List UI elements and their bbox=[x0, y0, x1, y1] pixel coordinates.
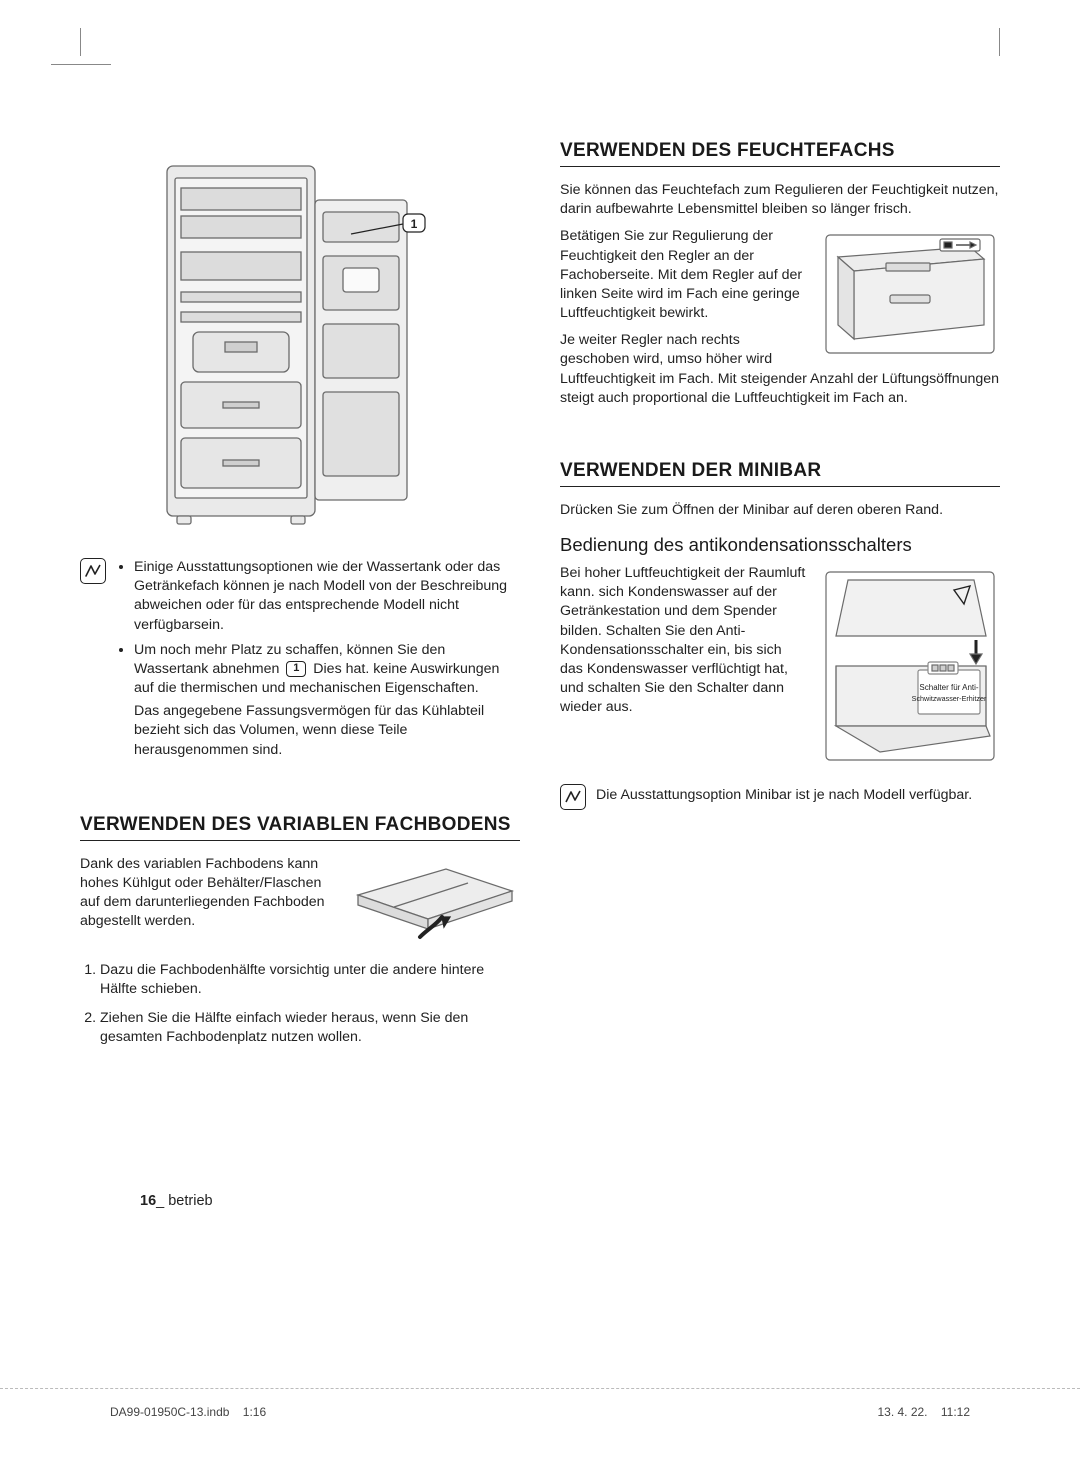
left-column: 1 Einige Ausstattungsoptionen wie der Wa… bbox=[80, 140, 526, 1057]
print-metadata: DA99-01950C-13.indb 1:16 13. 4. 22. 11:1… bbox=[0, 1388, 1080, 1419]
print-time: 11:12 bbox=[941, 1405, 970, 1419]
print-sheet: 1:16 bbox=[243, 1405, 266, 1419]
minibar-para: Drücken Sie zum Öffnen der Minibar auf d… bbox=[560, 501, 1000, 520]
two-column-layout: 1 Einige Ausstattungsoptionen wie der Wa… bbox=[80, 140, 1000, 1057]
note-text: Das angegebene Fassungsvermögen für das … bbox=[134, 702, 520, 760]
shelf-illustration bbox=[350, 855, 520, 949]
page-footer: 16_ betrieb bbox=[140, 1193, 213, 1209]
switch-label: Schalter für Anti- bbox=[919, 683, 978, 692]
callout-1: 1 bbox=[411, 217, 418, 231]
note-block: Die Ausstattungsoption Minibar ist je na… bbox=[560, 784, 1000, 810]
note-block: Einige Ausstattungsoptionen wie der Wass… bbox=[80, 558, 520, 766]
step-item: Ziehen Sie die Hälfte einfach wieder her… bbox=[100, 1009, 520, 1047]
shelf-intro-text: Dank des variablen Fachbodens kann hohes… bbox=[80, 855, 332, 932]
note-list: Einige Ausstattungsoptionen wie der Wass… bbox=[116, 558, 520, 766]
print-file: DA99-01950C-13.indb bbox=[110, 1405, 229, 1419]
crop-mark bbox=[80, 28, 90, 56]
crop-mark bbox=[990, 28, 1000, 56]
note-icon bbox=[560, 784, 586, 810]
humidity-para: Sie können das Feuchtefach zum Reguliere… bbox=[560, 181, 1000, 219]
right-column: VERWENDEN DES FEUCHTEFACHS Sie können da… bbox=[554, 140, 1000, 1057]
switch-label: Schwitzwasser-Erhitzer bbox=[912, 694, 987, 703]
minibar-note: Die Ausstattungsoption Minibar ist je na… bbox=[596, 786, 972, 810]
page-number: 16 bbox=[140, 1193, 156, 1209]
note-item: Um noch mehr Platz zu schaffen, können S… bbox=[134, 641, 520, 760]
heading-humidity: VERWENDEN DES FEUCHTEFACHS bbox=[560, 140, 1000, 167]
humidity-drawer-illustration bbox=[820, 229, 1000, 359]
page-sep: _ bbox=[156, 1193, 168, 1209]
subhead-anticond: Bedienung des antikondensationsschalters bbox=[560, 534, 1000, 556]
print-date: 13. 4. 22. bbox=[877, 1405, 927, 1419]
fridge-illustration: 1 bbox=[145, 156, 455, 536]
step-item: Dazu die Fachbodenhälfte vorsichtig unte… bbox=[100, 961, 520, 999]
minibar-illustration: Schalter für Anti- Schwitzwasser-Erhitze… bbox=[820, 566, 1000, 766]
shelf-steps: Dazu die Fachbodenhälfte vorsichtig unte… bbox=[80, 961, 520, 1048]
note-icon bbox=[80, 558, 106, 584]
shelf-intro-row: Dank des variablen Fachbodens kann hohes… bbox=[80, 855, 520, 949]
callout-ref-1: 1 bbox=[286, 661, 306, 677]
note-item: Einige Ausstattungsoptionen wie der Wass… bbox=[134, 558, 520, 635]
page-section: betrieb bbox=[168, 1193, 212, 1209]
heading-minibar: VERWENDEN DER MINIBAR bbox=[560, 460, 1000, 487]
heading-variable-shelf: VERWENDEN DES VARIABLEN FACHBODENS bbox=[80, 814, 520, 841]
manual-page: 1 Einige Ausstattungsoptionen wie der Wa… bbox=[0, 0, 1080, 1469]
